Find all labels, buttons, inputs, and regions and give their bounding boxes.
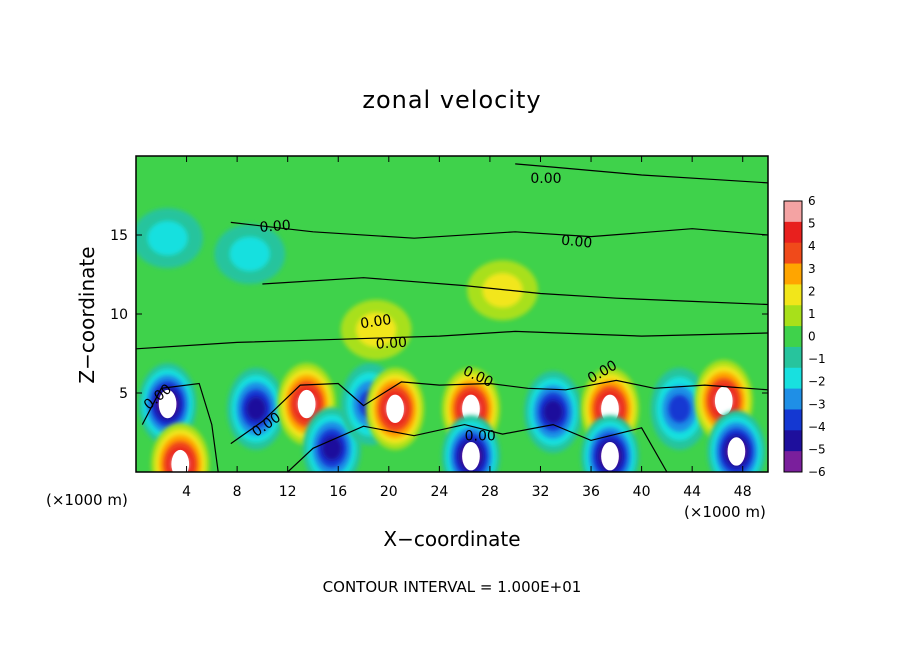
x-tick-label: 4	[182, 484, 191, 500]
field-peak	[462, 441, 480, 471]
field-cell-1	[151, 423, 210, 472]
x-tick-label: 44	[683, 484, 701, 500]
zero-contours	[136, 163, 768, 472]
field-peak	[714, 386, 733, 416]
colorbar-swatch	[784, 430, 802, 452]
field-level-2	[482, 272, 523, 308]
contour-line-4	[141, 382, 219, 472]
field-peak	[297, 389, 316, 419]
chart-title: zonal velocity	[362, 86, 542, 114]
y-tick-label: 10	[110, 307, 128, 323]
field-level--2	[229, 236, 270, 272]
colorbar-label: 3	[808, 262, 816, 276]
contour-label-3: 0.00	[359, 312, 392, 332]
velocity-field	[136, 208, 766, 472]
field-level--5	[543, 399, 563, 424]
colorbar-label: 5	[808, 217, 816, 231]
contour-interval-text: CONTOUR INTERVAL = 1.000E+01	[322, 578, 582, 596]
contour-label-0: 0.00	[530, 171, 561, 187]
colorbar-label: −3	[808, 397, 826, 411]
colorbar-swatch	[784, 409, 802, 431]
contour-label-4: 0.00	[375, 335, 407, 353]
colorbar-label: 2	[808, 284, 816, 298]
x-axis-label: X−coordinate	[383, 527, 521, 551]
contour-label-8: 0.00	[465, 428, 496, 444]
field-cell-15	[136, 208, 203, 269]
x-tick-label: 20	[380, 484, 398, 500]
contour-line-3	[136, 330, 768, 350]
colorbar-frame	[783, 200, 803, 473]
x-tick-label: 16	[329, 484, 347, 500]
colorbar-label: 4	[808, 239, 816, 253]
y-tick-label: 5	[119, 386, 128, 402]
contour-line-6	[287, 423, 668, 472]
x-axis: 4 8 12 16 20 24 28 32 36 40 44 48	[182, 156, 752, 500]
z-unit-label: (×1000 m)	[684, 503, 766, 521]
field-cell-6	[366, 367, 425, 450]
colorbar-swatch	[784, 221, 802, 244]
y-tick-label: 15	[110, 228, 128, 244]
field-cell-17	[467, 260, 538, 321]
field-peak	[601, 441, 619, 471]
colorbar-label: 1	[808, 307, 816, 321]
field-cell-8	[441, 415, 501, 472]
contour-label-1: 0.00	[259, 218, 291, 236]
colorbar-swatch	[784, 263, 802, 285]
field-cell-9	[524, 370, 583, 454]
field-peak	[727, 437, 746, 466]
field-cell-14	[707, 410, 766, 472]
field-cell-2	[227, 367, 286, 450]
contour-line-2	[262, 277, 768, 306]
colorbar-swatch	[784, 326, 802, 348]
field-level--2	[147, 220, 188, 256]
x-tick-label: 24	[430, 484, 448, 500]
contour-label-2: 0.00	[560, 233, 593, 252]
colorbar-swatch	[784, 346, 802, 369]
field-peak	[171, 449, 190, 472]
x-tick-label: 36	[582, 484, 600, 500]
x-tick-label: 8	[233, 484, 242, 500]
contour-line-5	[230, 379, 768, 445]
x-tick-label: 12	[279, 484, 297, 500]
colorbar: 6 5 4 3 2 1 0 −1 −2 −3 −4 −5 −6	[783, 194, 826, 479]
colorbar-label: 6	[808, 194, 816, 208]
y-axis: 5 10 15	[110, 228, 768, 402]
colorbar-label: −4	[808, 420, 826, 434]
colorbar-label: −6	[808, 465, 826, 479]
colorbar-swatch	[784, 201, 802, 223]
field-cell-12	[650, 367, 709, 450]
field-peak	[158, 389, 177, 419]
colorbar-label: −1	[808, 352, 826, 366]
colorbar-swatch	[784, 284, 802, 306]
colorbar-label: 0	[808, 330, 816, 344]
x-tick-label: 40	[633, 484, 651, 500]
field-cell-11	[580, 415, 640, 472]
x-tick-label: 48	[734, 484, 752, 500]
field-level--5	[246, 396, 266, 421]
colorbar-swatch	[784, 451, 802, 473]
contour-line-0	[515, 163, 768, 184]
colorbar-swatch	[784, 242, 802, 265]
colorbar-swatch	[784, 367, 802, 390]
field-level--4	[668, 394, 691, 423]
colorbar-swatch	[784, 305, 802, 327]
colorbar-swatch	[784, 388, 802, 410]
contour-line-1	[230, 221, 768, 239]
colorbar-label: −2	[808, 375, 826, 389]
field-peak	[386, 394, 404, 424]
x-tick-label: 28	[481, 484, 499, 500]
field-cell-16	[214, 223, 286, 284]
x-tick-label: 32	[532, 484, 550, 500]
x-unit-label: (×1000 m)	[46, 491, 128, 509]
colorbar-label: −5	[808, 442, 826, 456]
